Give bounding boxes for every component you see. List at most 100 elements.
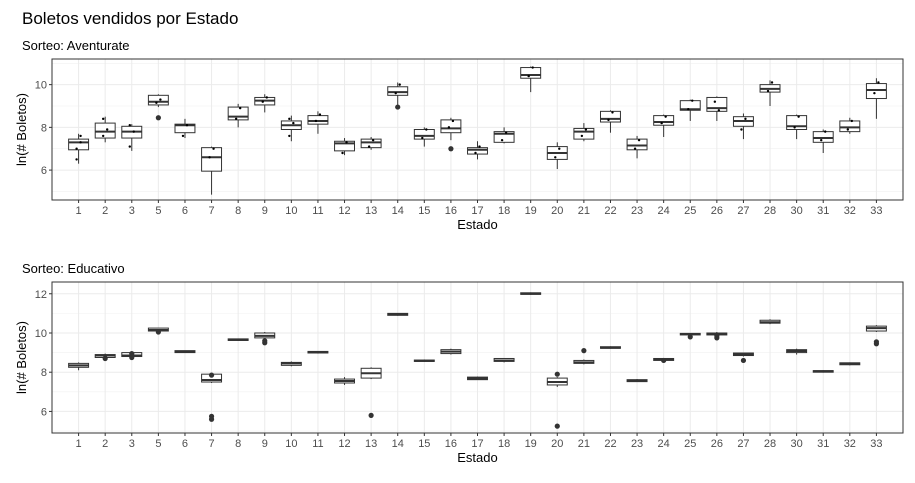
x-tick-label: 10 xyxy=(285,205,297,217)
chart-title: Boletos vendidos por Estado xyxy=(22,9,239,28)
x-tick-label: 32 xyxy=(844,205,856,217)
x-tick-label: 7 xyxy=(209,438,215,450)
x-tick-label: 26 xyxy=(711,205,723,217)
x-tick-label: 13 xyxy=(365,205,377,217)
data-point xyxy=(531,66,534,69)
panel-subtitle: Sorteo: Educativo xyxy=(22,261,125,276)
box-31 xyxy=(812,129,834,153)
box-33 xyxy=(865,325,887,347)
box-31 xyxy=(812,370,834,373)
data-point xyxy=(740,128,743,131)
data-point xyxy=(394,91,397,95)
box-1 xyxy=(68,362,90,371)
data-point xyxy=(691,99,694,102)
data-point xyxy=(660,121,663,125)
outlier-point xyxy=(129,350,135,357)
outlier-point xyxy=(208,372,215,378)
x-tick-label: 25 xyxy=(684,438,696,450)
x-tick-label: 17 xyxy=(471,205,483,217)
x-tick-label: 18 xyxy=(498,205,510,217)
x-tick-label: 15 xyxy=(418,438,430,450)
box-32 xyxy=(839,117,861,134)
x-tick-label: 19 xyxy=(525,438,537,450)
outlier-point xyxy=(155,115,161,121)
box-28 xyxy=(759,319,781,325)
x-tick-label: 5 xyxy=(155,205,161,217)
x-tick-label: 30 xyxy=(791,438,803,450)
box-6 xyxy=(174,350,196,354)
y-axis-title: ln(# Boletos) xyxy=(14,93,29,166)
box-iqr xyxy=(865,83,887,100)
x-tick-label: 11 xyxy=(312,438,323,450)
x-tick-label: 20 xyxy=(551,438,563,450)
data-point xyxy=(584,128,588,131)
data-point xyxy=(451,119,455,123)
box-iqr xyxy=(147,94,169,106)
x-tick-label: 15 xyxy=(418,205,430,217)
data-point xyxy=(105,128,109,131)
box-iqr xyxy=(493,131,515,143)
outlier-point xyxy=(262,338,268,344)
outlier-point xyxy=(554,371,560,377)
x-tick-label: 30 xyxy=(791,205,803,217)
y-tick-label: 10 xyxy=(35,328,47,340)
box-21 xyxy=(573,348,595,365)
box-5 xyxy=(147,327,169,335)
x-tick-label: 21 xyxy=(578,205,590,217)
box-17 xyxy=(467,141,488,160)
x-tick-label: 12 xyxy=(338,205,350,217)
data-point xyxy=(208,156,211,159)
box-iqr xyxy=(94,122,116,139)
data-point xyxy=(633,147,637,150)
box-30 xyxy=(786,348,808,355)
x-tick-label: 19 xyxy=(525,205,537,217)
data-point xyxy=(474,151,477,155)
x-tick-label: 2 xyxy=(102,205,108,217)
data-point xyxy=(75,147,78,150)
x-tick-label: 1 xyxy=(76,205,82,217)
data-point xyxy=(425,128,428,131)
data-point xyxy=(234,117,238,121)
box-iqr xyxy=(839,120,861,133)
box-25 xyxy=(679,99,701,121)
data-point xyxy=(132,130,135,133)
box-15 xyxy=(413,359,435,363)
box-13 xyxy=(360,136,382,150)
box-7 xyxy=(201,372,223,422)
box-30 xyxy=(786,114,808,140)
outlier-point xyxy=(554,423,560,429)
x-tick-label: 6 xyxy=(182,438,188,450)
data-point xyxy=(554,156,557,159)
outlier-point xyxy=(102,355,108,362)
data-point xyxy=(79,141,82,144)
box-2 xyxy=(94,353,116,362)
data-point xyxy=(770,81,774,84)
data-point xyxy=(504,131,508,134)
box-10 xyxy=(280,115,302,142)
data-point xyxy=(766,89,770,93)
box-21 xyxy=(573,123,595,142)
x-tick-label: 27 xyxy=(737,438,749,450)
box-iqr xyxy=(706,96,728,112)
y-tick-label: 12 xyxy=(35,289,47,301)
data-point xyxy=(713,100,717,103)
data-point xyxy=(155,101,158,104)
x-tick-label: 14 xyxy=(392,438,404,450)
data-point xyxy=(637,138,641,142)
box-33 xyxy=(865,78,887,119)
x-tick-label: 3 xyxy=(129,438,135,450)
x-tick-label: 10 xyxy=(285,438,297,450)
box-iqr xyxy=(174,123,196,134)
x-tick-label: 31 xyxy=(817,205,829,217)
box-9 xyxy=(254,332,276,346)
x-tick-label: 6 xyxy=(182,205,188,217)
x-tick-label: 28 xyxy=(764,438,776,450)
box-25 xyxy=(679,332,701,340)
box-iqr xyxy=(573,127,595,140)
box-19 xyxy=(520,66,542,93)
box-8 xyxy=(227,103,249,128)
box-23 xyxy=(626,379,648,383)
data-point xyxy=(101,134,105,138)
box-iqr xyxy=(360,138,382,149)
box-11 xyxy=(307,111,329,134)
